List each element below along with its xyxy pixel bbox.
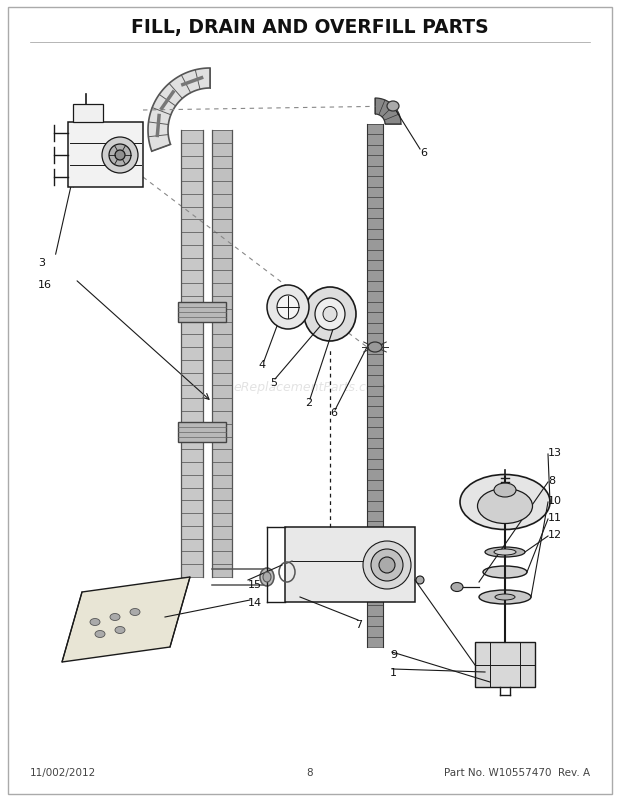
Bar (68, 123, 143, 188)
Ellipse shape (371, 549, 403, 581)
Ellipse shape (323, 307, 337, 322)
Ellipse shape (109, 145, 131, 167)
Ellipse shape (494, 549, 516, 555)
Ellipse shape (277, 296, 299, 320)
Ellipse shape (130, 609, 140, 616)
Text: 7: 7 (355, 619, 362, 630)
Bar (475, 642, 535, 687)
Polygon shape (375, 99, 401, 125)
Text: 2: 2 (305, 398, 312, 407)
Ellipse shape (315, 298, 345, 330)
Ellipse shape (483, 566, 527, 578)
Ellipse shape (263, 573, 271, 582)
Ellipse shape (477, 489, 533, 524)
Bar (181, 131, 203, 577)
Text: 15: 15 (248, 579, 262, 589)
Text: 1: 1 (390, 667, 397, 677)
Ellipse shape (95, 630, 105, 638)
Ellipse shape (416, 577, 424, 585)
Text: 8: 8 (548, 476, 555, 485)
Ellipse shape (260, 569, 274, 586)
Text: 11/002/2012: 11/002/2012 (30, 767, 96, 777)
Ellipse shape (363, 541, 411, 589)
Polygon shape (62, 577, 190, 662)
Bar (367, 125, 383, 647)
Bar (212, 131, 232, 577)
Text: 10: 10 (548, 496, 562, 505)
Text: 6: 6 (420, 148, 427, 158)
Ellipse shape (495, 594, 515, 600)
Text: 3: 3 (38, 257, 45, 268)
Ellipse shape (115, 626, 125, 634)
Text: 6: 6 (330, 407, 337, 418)
Text: FILL, DRAIN AND OVERFILL PARTS: FILL, DRAIN AND OVERFILL PARTS (131, 18, 489, 38)
Text: 16: 16 (38, 280, 52, 290)
Text: 13: 13 (548, 448, 562, 457)
Bar (178, 302, 226, 322)
Text: 11: 11 (548, 512, 562, 522)
Ellipse shape (451, 583, 463, 592)
Ellipse shape (494, 484, 516, 497)
Ellipse shape (368, 342, 382, 353)
Ellipse shape (110, 614, 120, 621)
Ellipse shape (90, 618, 100, 626)
Text: 14: 14 (248, 597, 262, 607)
Ellipse shape (267, 286, 309, 330)
Ellipse shape (479, 590, 531, 604)
Polygon shape (148, 69, 210, 152)
Ellipse shape (379, 557, 395, 573)
Bar (178, 423, 226, 443)
Ellipse shape (304, 288, 356, 342)
Text: 5: 5 (270, 378, 277, 387)
Ellipse shape (460, 475, 550, 530)
Text: 9: 9 (390, 649, 397, 659)
Ellipse shape (102, 138, 138, 174)
Bar (285, 528, 415, 602)
Ellipse shape (485, 547, 525, 557)
Ellipse shape (387, 102, 399, 111)
Text: 12: 12 (548, 529, 562, 539)
Text: 4: 4 (258, 359, 265, 370)
Bar (73, 105, 103, 123)
Ellipse shape (115, 151, 125, 160)
Text: Part No. W10557470  Rev. A: Part No. W10557470 Rev. A (444, 767, 590, 777)
Text: 8: 8 (307, 767, 313, 777)
Text: eReplacementParts.com: eReplacementParts.com (234, 381, 386, 394)
